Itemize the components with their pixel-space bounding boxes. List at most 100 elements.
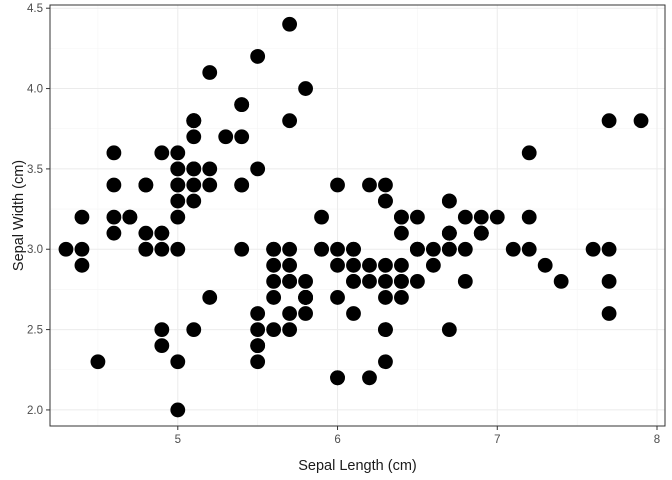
y-tick-label: 2.0 (27, 405, 43, 417)
data-point (266, 273, 282, 289)
data-point (425, 257, 441, 273)
data-point (425, 241, 441, 257)
panel-border (49, 4, 666, 427)
data-point (298, 81, 313, 96)
data-point (553, 273, 569, 289)
data-point (505, 241, 521, 257)
data-point (266, 290, 282, 305)
data-point (282, 257, 298, 273)
data-point (362, 273, 377, 289)
data-point (202, 65, 218, 80)
data-point (378, 177, 393, 193)
data-point (106, 209, 122, 225)
data-point (186, 322, 202, 337)
data-point (314, 209, 329, 225)
x-tick-label: 7 (494, 434, 500, 446)
data-point (106, 177, 122, 193)
data-point (394, 209, 409, 225)
x-tick-label: 6 (334, 434, 340, 446)
data-point (282, 241, 298, 257)
data-point (633, 113, 649, 129)
x-tick-label: 8 (654, 434, 660, 446)
data-point (601, 113, 617, 129)
data-point (330, 241, 345, 257)
data-point (394, 273, 409, 289)
data-point (202, 177, 218, 193)
data-point (282, 113, 298, 129)
data-point (58, 241, 74, 257)
data-point (266, 257, 282, 273)
data-point (298, 273, 313, 289)
data-point (106, 145, 122, 161)
data-point (362, 177, 377, 193)
data-point (394, 290, 409, 305)
data-point (473, 209, 489, 225)
data-point (138, 225, 154, 241)
grid-lines (50, 5, 665, 426)
data-point (122, 209, 138, 225)
data-point (154, 241, 170, 257)
data-point (170, 241, 186, 257)
data-point (521, 209, 537, 225)
data-point (362, 370, 377, 386)
data-point (394, 225, 409, 241)
data-point (441, 193, 457, 209)
data-point (410, 209, 425, 225)
data-point (330, 177, 345, 193)
data-point (362, 257, 377, 273)
x-axis-title: Sepal Length (cm) (298, 458, 416, 474)
data-point (218, 129, 234, 145)
data-point (250, 49, 266, 64)
data-point (330, 257, 345, 273)
data-point (250, 338, 266, 354)
data-point (186, 113, 202, 129)
data-point (410, 241, 425, 257)
data-point (489, 209, 505, 225)
data-point (378, 193, 393, 209)
data-point (410, 273, 425, 289)
data-point (234, 177, 250, 193)
data-point (106, 225, 122, 241)
data-point (154, 225, 170, 241)
data-point (170, 354, 186, 370)
data-point (346, 257, 361, 273)
data-point (314, 241, 329, 257)
data-point (441, 241, 457, 257)
data-point (170, 145, 186, 161)
y-tick-label: 4.5 (27, 3, 43, 15)
y-tick-label: 3.5 (27, 164, 43, 176)
data-point (378, 290, 393, 305)
axis-ticks: 5 6 7 8 2.0 2.5 3.0 3.5 4.0 4.5 (27, 3, 660, 446)
data-point (202, 290, 218, 305)
data-point (378, 273, 393, 289)
data-point (521, 241, 537, 257)
data-point (234, 97, 250, 113)
data-point (250, 161, 266, 177)
data-point (378, 322, 393, 337)
data-point (170, 402, 186, 418)
data-point (234, 129, 250, 145)
data-point (186, 193, 202, 209)
data-point (170, 177, 186, 193)
data-point (250, 354, 266, 370)
data-point (282, 16, 298, 32)
data-point (154, 322, 170, 337)
data-point (74, 241, 90, 257)
data-point (441, 322, 457, 337)
data-point (154, 338, 170, 354)
data-point (170, 161, 186, 177)
data-point (298, 290, 313, 305)
y-tick-label: 3.0 (27, 244, 43, 256)
data-point (266, 322, 282, 337)
data-point (537, 257, 553, 273)
data-point (154, 145, 170, 161)
data-point (90, 354, 106, 370)
data-point (601, 306, 617, 321)
y-tick-label: 4.0 (27, 84, 43, 96)
data-point (186, 129, 202, 145)
data-point (202, 161, 218, 177)
x-tick-label: 5 (175, 434, 181, 446)
data-point (378, 257, 393, 273)
